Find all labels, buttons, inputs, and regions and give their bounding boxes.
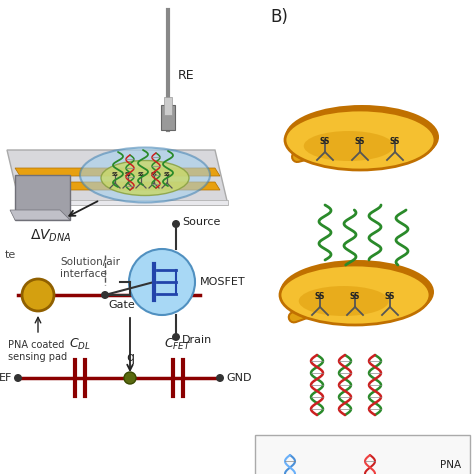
Text: SS: SS: [390, 137, 400, 146]
Text: PNA coated
sensing pad: PNA coated sensing pad: [8, 340, 67, 363]
Ellipse shape: [285, 105, 439, 169]
Circle shape: [216, 374, 224, 382]
Text: $C_{DL}$: $C_{DL}$: [69, 337, 91, 352]
Polygon shape: [10, 210, 70, 220]
Circle shape: [14, 374, 22, 382]
Text: MOSFET: MOSFET: [200, 277, 246, 287]
Ellipse shape: [304, 131, 394, 161]
Text: te: te: [5, 250, 16, 260]
Text: SS: SS: [164, 172, 170, 177]
Circle shape: [124, 372, 136, 384]
Ellipse shape: [299, 286, 389, 316]
Text: RE: RE: [178, 69, 195, 82]
Text: q: q: [126, 351, 134, 364]
Circle shape: [129, 249, 195, 315]
Text: SS: SS: [125, 172, 131, 177]
Circle shape: [172, 220, 180, 228]
Text: GND: GND: [226, 373, 252, 383]
Text: SS: SS: [320, 137, 330, 146]
Ellipse shape: [280, 265, 430, 325]
Polygon shape: [7, 150, 228, 205]
Circle shape: [172, 333, 180, 341]
Bar: [161, 105, 175, 130]
Text: Drain: Drain: [182, 335, 212, 345]
Text: SS: SS: [350, 292, 360, 301]
Text: SS: SS: [385, 292, 395, 301]
Ellipse shape: [285, 110, 435, 170]
Polygon shape: [15, 182, 220, 190]
Text: Gate': Gate': [108, 300, 138, 310]
Text: $C_{FET}$: $C_{FET}$: [164, 337, 191, 352]
Text: SS: SS: [355, 137, 365, 146]
Polygon shape: [20, 200, 228, 205]
Text: SS: SS: [137, 172, 145, 177]
FancyBboxPatch shape: [255, 435, 470, 474]
Text: EF: EF: [0, 373, 12, 383]
Text: $\Delta V_{DNA}$: $\Delta V_{DNA}$: [30, 228, 72, 245]
Text: SS: SS: [315, 292, 325, 301]
Bar: [164, 97, 172, 115]
Ellipse shape: [280, 260, 434, 324]
Text: Source: Source: [182, 217, 220, 227]
Text: B): B): [270, 8, 288, 26]
Text: SS: SS: [111, 172, 118, 177]
Text: PNA: PNA: [440, 460, 461, 470]
Text: SS: SS: [151, 172, 157, 177]
Polygon shape: [15, 175, 70, 220]
Circle shape: [101, 291, 109, 299]
Ellipse shape: [80, 147, 210, 202]
Text: Solution/air
interface: Solution/air interface: [60, 257, 120, 279]
Circle shape: [22, 279, 54, 311]
Polygon shape: [15, 168, 220, 176]
Ellipse shape: [101, 161, 189, 195]
